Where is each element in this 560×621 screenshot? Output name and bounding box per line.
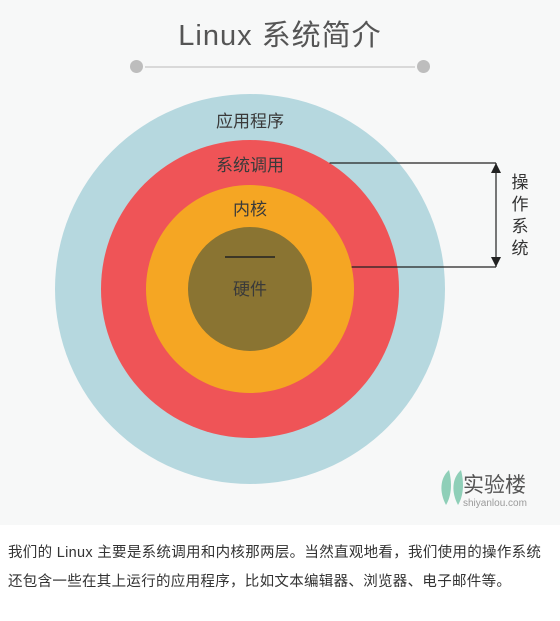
bracket-label: 操作系统 <box>512 173 529 258</box>
diagram-wrap: 应用程序系统调用内核硬件 操作系统实验楼shiyanlou.com <box>8 79 552 519</box>
brand-leaf-1 <box>453 470 463 505</box>
ring-label-kernel: 内核 <box>233 200 267 219</box>
svg-text:统: 统 <box>512 239 529 258</box>
ring-label-syscall: 系统调用 <box>216 156 284 175</box>
page-title: Linux 系统简介 <box>8 12 552 54</box>
svg-text:系: 系 <box>512 217 529 236</box>
page: Linux 系统简介 应用程序系统调用内核硬件 操作系统实验楼shiyanlou.… <box>0 0 560 607</box>
concentric-diagram: 应用程序系统调用内核硬件 操作系统实验楼shiyanlou.com <box>8 79 552 519</box>
svg-text:操: 操 <box>512 173 529 192</box>
divider-dot-right <box>417 60 430 73</box>
ring-label-hw: 硬件 <box>233 280 267 299</box>
ring-label-apps: 应用程序 <box>216 112 284 131</box>
title-divider <box>130 60 430 73</box>
brand-sub: shiyanlou.com <box>463 498 527 509</box>
description-paragraph: 我们的 Linux 主要是系统调用和内核那两层。当然直观地看，我们使用的操作系统… <box>0 525 560 607</box>
divider-dot-left <box>130 60 143 73</box>
brand-name: 实验楼 <box>463 474 526 497</box>
bracket-arrow-down <box>491 257 501 267</box>
divider-line <box>145 66 415 68</box>
brand-leaf-0 <box>441 470 451 505</box>
svg-text:作: 作 <box>512 195 529 214</box>
figure-panel: Linux 系统简介 应用程序系统调用内核硬件 操作系统实验楼shiyanlou.… <box>0 0 560 525</box>
bracket-arrow-up <box>491 163 501 173</box>
